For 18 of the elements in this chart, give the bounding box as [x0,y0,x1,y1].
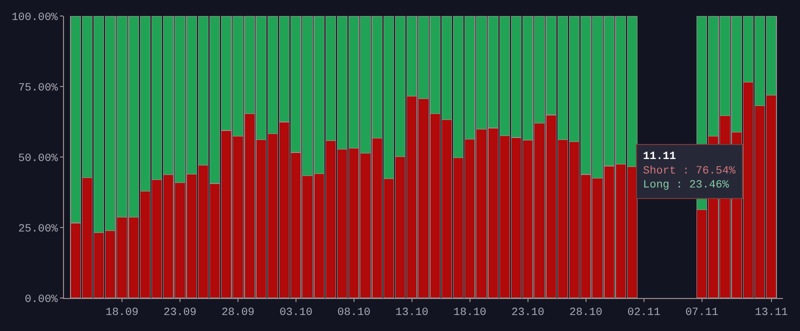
y-tick-label: 0.00% [24,294,58,306]
x-tick-label: 13.10 [395,307,428,320]
annotation: 11.11 Short : 76.54% Long : 23.46% [643,151,736,192]
x-tick-label: 02.11 [627,307,661,320]
y-tick-label: 100.00% [12,12,58,24]
x-tick-label: 13.11 [754,307,788,320]
x-tick-label: 28.09 [221,307,254,320]
x-tick-label: 28.10 [569,307,602,320]
x-tick-label: 23.09 [163,307,196,320]
x-tick-label: 18.09 [105,307,138,320]
x-tick-label: 07.11 [685,307,719,320]
y-tick-label: 75.00% [18,82,58,94]
x-tick-label: 18.10 [453,307,486,320]
y-tick-label: 25.00% [18,223,58,236]
x-tick-label: 08.10 [337,307,370,320]
x-tick-label: 03.10 [279,307,312,320]
x-tick-label: 23.10 [511,307,544,320]
y-tick-label: 50.00% [18,152,58,165]
